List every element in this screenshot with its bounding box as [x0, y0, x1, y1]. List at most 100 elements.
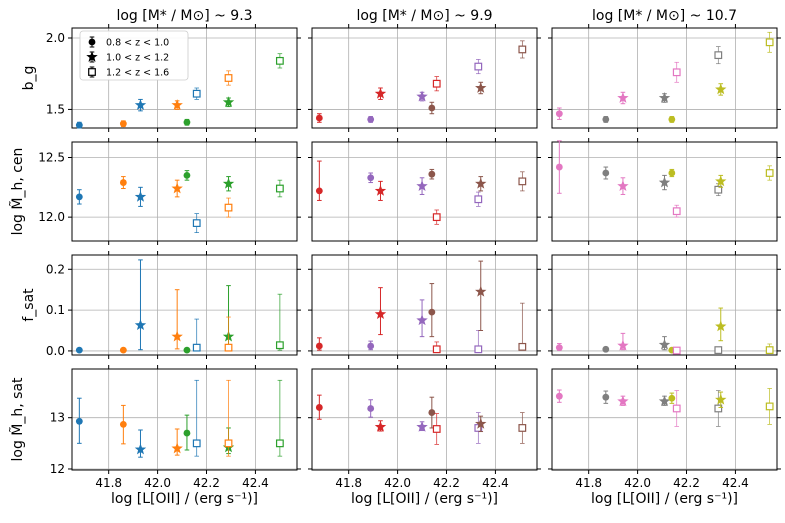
data-point-s13-r3: [428, 396, 436, 429]
marker-circle: [119, 120, 127, 128]
marker-circle: [668, 116, 676, 123]
data-point-s5-r0: [192, 87, 201, 100]
data-point-s9-r3: [315, 394, 323, 420]
y-axis-label-0: b_g: [21, 66, 37, 91]
data-point-s19-r0: [602, 116, 610, 123]
marker-circle: [183, 118, 191, 126]
marker-square-open: [474, 62, 483, 71]
data-point-s13-r0: [428, 101, 436, 115]
marker-star: [416, 180, 428, 191]
marker-star: [715, 175, 727, 187]
data-point-s26-r2: [765, 343, 774, 355]
marker-circle: [315, 404, 323, 411]
marker-circle: [428, 409, 436, 416]
data-point-s22-r0: [668, 116, 676, 123]
marker-square-open: [672, 68, 681, 77]
marker-star: [416, 314, 428, 326]
marker-star: [134, 319, 147, 331]
data-point-s19-r1: [602, 166, 610, 180]
panel-frame: [551, 254, 778, 356]
marker-circle: [183, 171, 191, 179]
marker-square-open: [275, 439, 284, 448]
data-point-s23-r2: [672, 346, 681, 355]
marker-circle: [555, 344, 563, 352]
marker-square-open: [714, 185, 723, 194]
legend-label: 1.2 < z < 1.6: [106, 68, 169, 79]
x-tick-label: 42.4: [242, 476, 269, 490]
marker-square-open: [518, 177, 527, 186]
y-axis-label-2: f_sat: [21, 288, 37, 322]
data-point-s0-r0: [75, 121, 83, 129]
y-tick-label: 0.2: [46, 262, 65, 276]
data-point-s4-r1: [183, 170, 191, 181]
data-point-s26-r3: [765, 388, 774, 425]
marker-circle: [75, 193, 83, 201]
data-point-s24-r0: [714, 46, 723, 65]
panel-r3-c0: 12 13 41.8 42.0 42.2 42.4: [50, 365, 301, 490]
y-tick-label: 13: [50, 411, 65, 425]
data-point-s11-r1: [374, 180, 387, 201]
marker-square-open: [765, 38, 774, 47]
data-point-s9-r2: [315, 337, 323, 351]
marker-square-open: [474, 195, 483, 204]
data-point-s17-r1: [518, 171, 527, 192]
data-point-s18-r1: [555, 140, 563, 194]
panel-frame: [551, 27, 778, 129]
data-point-s9-r1: [315, 160, 323, 201]
data-point-s4-r3: [183, 414, 191, 451]
panel-frame: [551, 368, 778, 471]
marker-circle: [75, 346, 83, 354]
panel-r2-c2: [548, 251, 781, 359]
marker-star: [171, 99, 183, 110]
data-point-s25-r3: [715, 391, 727, 408]
data-point-s11-r2: [374, 287, 387, 336]
data-point-s18-r0: [555, 107, 563, 120]
marker-circle: [602, 393, 610, 401]
data-point-s16-r2: [475, 260, 487, 332]
marker-square-open: [192, 343, 201, 352]
data-point-s5-r3: [192, 379, 201, 457]
marker-star: [658, 395, 671, 407]
marker-circle: [602, 116, 610, 123]
panel-r3-c1: 41.8 42.0 42.2 42.4: [308, 365, 541, 490]
marker-square-open: [224, 203, 233, 212]
marker-circle: [428, 170, 436, 178]
data-point-s20-r3: [617, 395, 629, 407]
column-title-0: log [M* / M⊙] ~ 9.3: [116, 8, 252, 24]
data-point-s1-r3: [119, 404, 127, 445]
data-point-s8-r3: [275, 379, 284, 457]
marker-square-open: [672, 404, 681, 413]
data-point-s1-r0: [119, 120, 127, 128]
panel-r3-c2: 41.8 42.0 42.2 42.4: [548, 365, 781, 490]
marker-circle: [602, 169, 610, 177]
marker-square-open: [765, 169, 774, 177]
marker-circle: [315, 187, 323, 195]
data-point-s0-r2: [75, 346, 83, 354]
panel-r1-c1: [308, 138, 541, 245]
marker-square-open: [518, 424, 527, 432]
marker-square-open: [714, 346, 723, 355]
marker-square-open: [474, 345, 483, 354]
data-point-s10-r0: [367, 116, 375, 123]
data-point-s23-r0: [672, 61, 681, 83]
marker-square-open: [224, 439, 233, 448]
x-tick-label: 42.0: [624, 476, 651, 490]
data-point-s18-r2: [555, 343, 563, 352]
marker-star: [416, 90, 428, 102]
marker-circle: [119, 420, 127, 428]
data-point-s7-r0: [224, 70, 233, 86]
legend-marker-circle: [88, 38, 96, 46]
marker-square-open: [192, 219, 201, 228]
marker-circle: [668, 169, 676, 177]
data-point-s21-r2: [658, 336, 671, 351]
marker-circle: [119, 346, 127, 354]
data-point-s10-r3: [367, 399, 375, 418]
y-tick-label: 0.1: [46, 303, 65, 317]
marker-square-open: [192, 89, 201, 98]
marker-circle: [428, 104, 436, 112]
data-point-s17-r3: [518, 412, 527, 444]
data-point-s3-r1: [171, 179, 183, 198]
data-point-s0-r3: [75, 397, 83, 444]
panel-frame: [311, 368, 538, 471]
marker-star: [658, 176, 671, 188]
